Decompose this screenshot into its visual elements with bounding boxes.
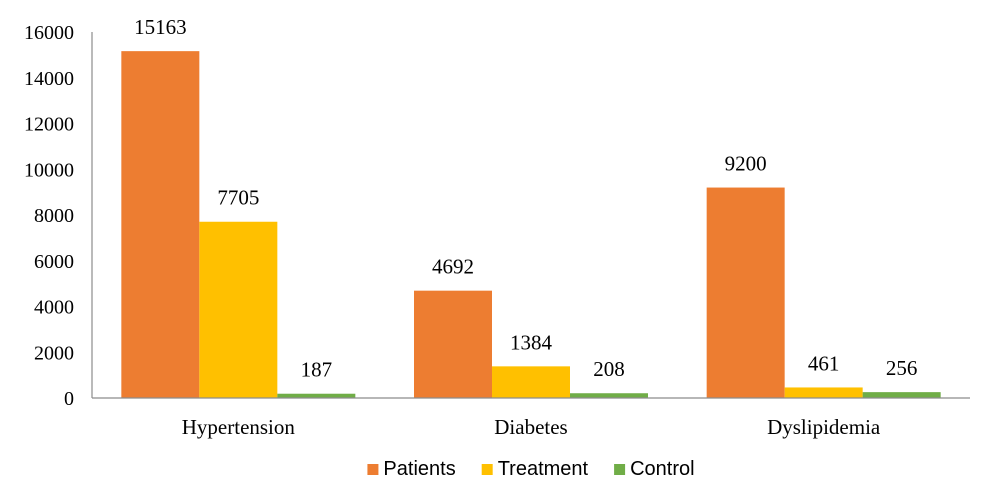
data-label: 1384 [510,330,553,354]
y-tick-label: 16000 [24,22,74,44]
bar-treatment-diabetes [492,366,570,398]
legend-swatch [614,464,626,475]
bar-control-dyslipidemia [862,392,941,398]
y-tick-label: 0 [64,388,74,410]
legend-item-patients: Patients [367,458,456,480]
legend-label: Control [630,458,694,480]
bar-treatment-dyslipidemia [784,387,863,398]
data-label: 4692 [432,255,474,279]
x-axis-categories: Hypertension Diabetes Dyslipidemia [182,415,881,439]
y-tick-label: 6000 [34,251,74,273]
data-label: 15163 [134,15,187,39]
y-tick-label: 12000 [24,114,74,136]
x-category-label: Hypertension [182,415,296,439]
legend-label: Treatment [498,458,589,480]
bar-treatment-hypertension [199,221,278,398]
data-label: 208 [593,357,625,381]
legend-item-control: Control [614,458,695,480]
y-tick-label: 8000 [34,205,74,227]
x-category-label: Diabetes [494,415,567,439]
data-label: 9200 [725,152,767,176]
legend-swatch [481,464,493,475]
y-tick-label: 14000 [24,68,74,90]
bar-control-hypertension [277,393,356,398]
y-tick-label: 4000 [34,297,74,319]
y-axis-ticks: 0 2000 4000 6000 8000 10000 12000 14000 16000 [24,22,74,410]
data-label: 187 [301,358,333,382]
y-tick-label: 2000 [34,342,74,364]
bar-patients-dyslipidemia [706,187,785,398]
bar-patients-hypertension [121,51,200,399]
x-category-label: Dyslipidemia [767,415,881,439]
data-labels-group: 15163 7705 187 4692 1384 208 9200 461 256 [134,15,917,382]
data-label: 7705 [217,186,259,210]
legend-label: Patients [383,458,455,480]
legend-item-treatment: Treatment [481,458,589,480]
data-label: 461 [808,351,840,375]
y-tick-label: 10000 [24,159,74,181]
bar-patients-diabetes [414,290,492,398]
legend-swatch [367,464,379,475]
bars-group [121,51,941,399]
bar-control-diabetes [570,393,648,398]
data-label: 256 [886,356,918,380]
legend: Patients Treatment Control [367,458,695,480]
